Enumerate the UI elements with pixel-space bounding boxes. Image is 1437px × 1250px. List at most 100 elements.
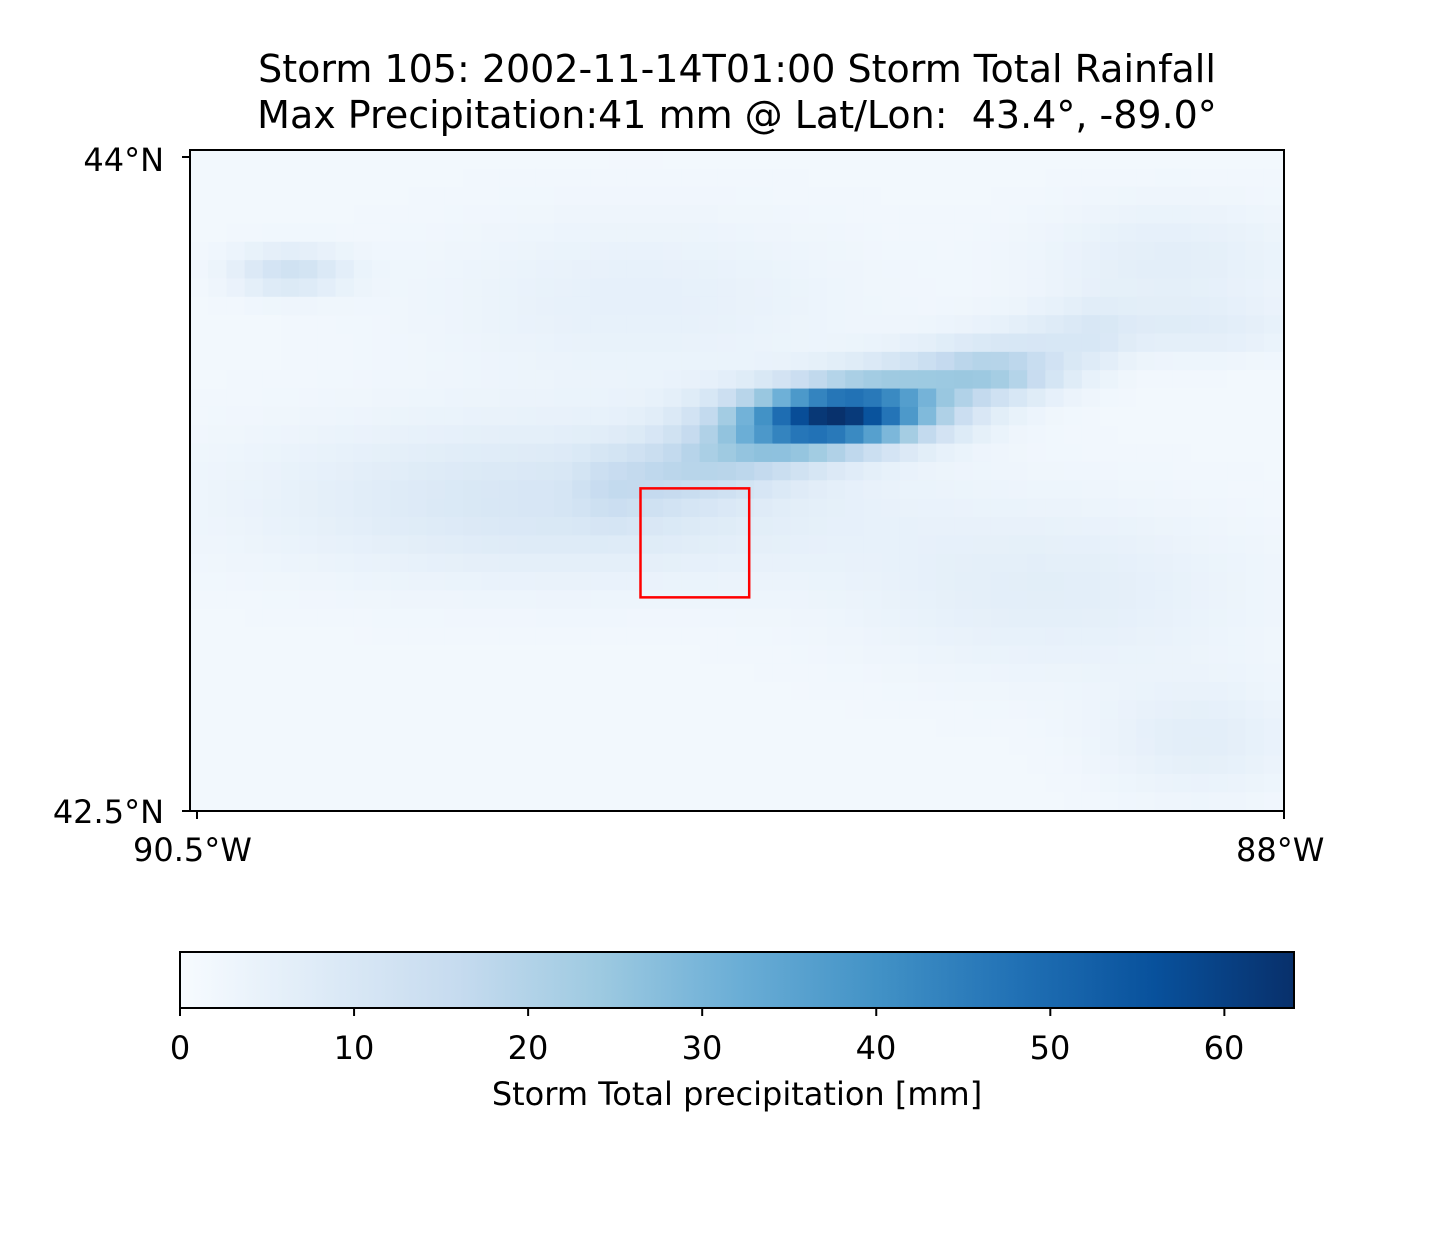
precip-cell	[1136, 461, 1156, 481]
precip-cell	[626, 590, 646, 610]
precip-cell	[1172, 572, 1192, 591]
precip-cell	[1172, 535, 1192, 555]
precip-cell	[845, 498, 864, 518]
precip-cell	[863, 627, 883, 647]
precip-cell	[1245, 425, 1265, 445]
precip-cell	[481, 443, 500, 463]
precip-cell	[1100, 517, 1119, 536]
precip-cell	[408, 333, 428, 353]
precip-cell	[299, 351, 318, 371]
precip-cell	[226, 370, 246, 390]
precip-cell	[554, 315, 573, 335]
precip-cell	[244, 333, 264, 353]
precip-cell	[990, 388, 1010, 408]
precip-cell	[1081, 150, 1101, 169]
precip-cell	[1100, 645, 1119, 665]
precip-cell	[590, 810, 610, 811]
precip-cell	[1245, 480, 1265, 500]
precip-cell	[590, 351, 610, 371]
precip-cell	[772, 773, 792, 793]
precip-cell	[1227, 351, 1247, 371]
precip-cell	[772, 168, 792, 188]
precip-cell	[736, 480, 755, 500]
precip-cell	[1154, 517, 1174, 536]
precip-cell	[754, 406, 773, 426]
precip-cell	[681, 480, 701, 500]
precip-cell	[335, 700, 355, 720]
precip-cell	[1227, 223, 1247, 243]
precip-cell	[572, 645, 591, 665]
precip-cell	[353, 223, 373, 243]
precip-cell	[1245, 443, 1265, 463]
precip-cell	[572, 498, 591, 518]
precip-cell	[1263, 663, 1283, 683]
precip-cell	[317, 645, 337, 665]
precip-cell	[262, 370, 282, 390]
precip-cell	[335, 737, 355, 757]
precip-cell	[626, 315, 646, 335]
precip-cell	[262, 810, 282, 811]
precip-cell	[208, 388, 227, 408]
precip-cell	[1063, 315, 1083, 335]
precip-cell	[936, 223, 955, 243]
precip-cell	[226, 755, 246, 775]
precip-cell	[717, 627, 737, 647]
precip-cell	[353, 608, 373, 628]
precip-cell	[827, 810, 846, 811]
precip-cell	[1136, 150, 1156, 169]
precip-cell	[645, 608, 664, 628]
precip-cell	[244, 773, 264, 793]
precip-cell	[1154, 572, 1174, 591]
precip-cell	[353, 480, 373, 500]
precip-cell	[699, 205, 719, 224]
precip-cell	[845, 755, 864, 775]
precip-cell	[645, 388, 664, 408]
precip-cell	[281, 370, 300, 390]
precip-cell	[626, 608, 646, 628]
precip-cell	[972, 810, 992, 811]
precip-cell	[481, 296, 500, 316]
precip-cell	[426, 168, 446, 188]
precip-cell	[572, 241, 591, 261]
precip-cell	[1154, 737, 1174, 757]
precip-cell	[681, 186, 701, 206]
precip-cell	[1081, 168, 1101, 188]
precip-cell	[572, 351, 591, 371]
precip-cell	[899, 700, 919, 720]
precip-cell	[499, 553, 519, 573]
precip-cell	[1209, 168, 1228, 188]
precip-cell	[1227, 663, 1247, 683]
precip-cell	[1009, 553, 1028, 573]
colorbar-tick-label: 50	[1029, 1029, 1071, 1067]
precip-cell	[517, 810, 537, 811]
precip-cell	[408, 425, 428, 445]
precip-cell	[226, 810, 246, 811]
precip-cell	[390, 351, 409, 371]
precip-cell	[208, 296, 227, 316]
precip-cell	[754, 792, 773, 811]
precip-cell	[772, 480, 792, 500]
precip-cell	[827, 645, 846, 665]
precip-cell	[1191, 296, 1210, 316]
precip-cell	[1154, 333, 1174, 353]
precip-cell	[717, 773, 737, 793]
precip-cell	[954, 278, 974, 298]
precip-cell	[845, 627, 864, 647]
precip-cell	[863, 700, 883, 720]
precip-cell	[1191, 810, 1210, 811]
precip-cell	[1009, 737, 1028, 757]
precip-cell	[244, 406, 264, 426]
precip-cell	[899, 406, 919, 426]
precip-cell	[936, 205, 955, 224]
precip-cell	[554, 810, 573, 811]
precip-cell	[317, 755, 337, 775]
precip-cell	[244, 755, 264, 775]
precip-cell	[426, 645, 446, 665]
precip-cell	[845, 406, 864, 426]
precip-cell	[881, 370, 901, 390]
precip-cell	[1081, 461, 1101, 481]
precip-cell	[244, 590, 264, 610]
precip-cell	[1027, 792, 1046, 811]
precip-cell	[244, 553, 264, 573]
precip-cell	[226, 260, 246, 280]
